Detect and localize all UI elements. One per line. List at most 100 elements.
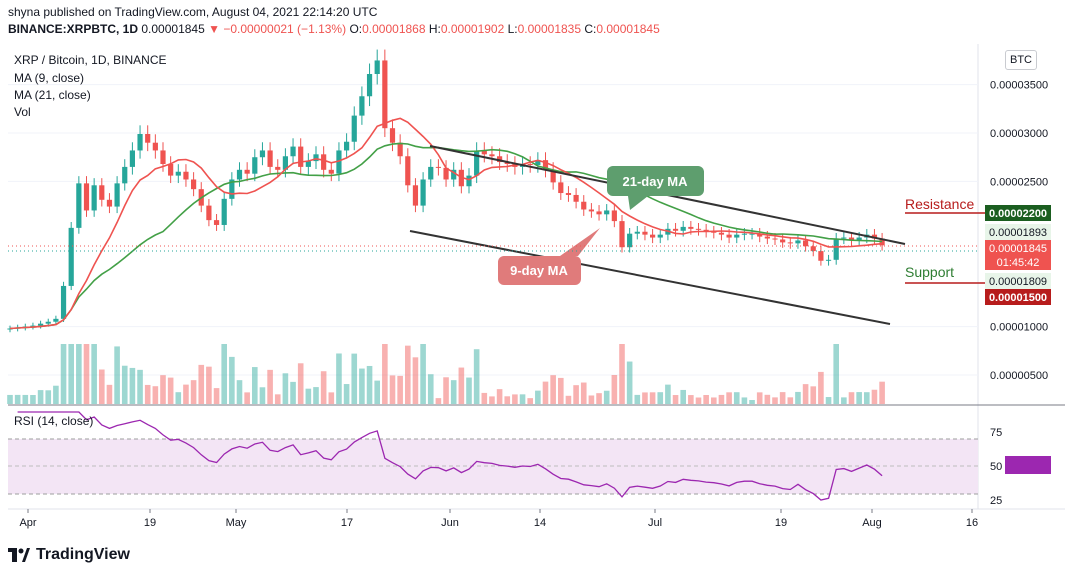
candle-body <box>321 154 327 170</box>
candle-body <box>168 164 174 176</box>
candle-body <box>412 185 419 206</box>
volume-bar <box>458 367 465 404</box>
volume-bar <box>588 395 595 404</box>
candle-body <box>650 234 656 238</box>
time-tick: 17 <box>341 517 353 529</box>
candle-body <box>688 226 694 229</box>
volume-bar <box>466 377 472 404</box>
symbol-ohlc-row: BINANCE:XRPBTC, 1D 0.00001845 ▼ −0.00000… <box>8 22 660 36</box>
time-tick: May <box>226 517 247 529</box>
volume-bar <box>779 392 786 404</box>
volume-bar <box>703 395 709 404</box>
volume-bar <box>30 395 36 404</box>
volume-bar <box>22 394 29 404</box>
volume-bar <box>680 389 686 404</box>
volume-bar <box>405 345 411 404</box>
candle-body <box>83 183 90 211</box>
volume-bar <box>864 392 870 404</box>
price-tick: 0.00003000 <box>990 128 1048 140</box>
candle-body <box>542 160 549 170</box>
volume-bar <box>366 365 373 404</box>
candle-body <box>558 182 564 194</box>
volume-bar <box>695 397 702 404</box>
candle-body <box>137 134 143 151</box>
currency-badge[interactable]: BTC <box>1005 50 1037 70</box>
brand-footer[interactable]: TradingView <box>8 546 130 564</box>
candle-body <box>573 194 579 202</box>
candle-body <box>504 162 510 164</box>
candle-body <box>344 141 350 151</box>
volume-bar <box>236 380 243 404</box>
candle-body <box>53 318 59 322</box>
volume-bar <box>374 380 380 404</box>
candle-body <box>76 183 82 228</box>
volume-bar <box>833 344 839 404</box>
candle-body <box>825 259 832 261</box>
volume-bar <box>558 377 564 404</box>
legend-rsi[interactable]: RSI (14, close) <box>14 414 94 428</box>
candle-body <box>634 231 640 234</box>
price-tick: 0.00001000 <box>990 322 1048 334</box>
volume-bar <box>106 384 113 404</box>
volume-bar <box>83 344 90 404</box>
candle-body <box>711 231 717 233</box>
volume-bar <box>871 389 878 404</box>
support-price-tag: 0.00001500 <box>989 292 1047 304</box>
volume-bar <box>313 387 319 404</box>
candle-body <box>772 238 778 240</box>
volume-bar <box>512 394 518 404</box>
candle-body <box>619 221 625 248</box>
candle-body <box>627 233 633 248</box>
candle-body <box>726 234 732 238</box>
time-tick: Jun <box>441 517 459 529</box>
volume-bar <box>856 392 862 404</box>
volume-bar <box>733 392 740 404</box>
legend-ma21[interactable]: MA (21, close) <box>14 88 91 102</box>
candle-body <box>757 233 763 237</box>
volume-bar <box>121 365 128 404</box>
volume-bar <box>473 349 480 404</box>
volume-bar <box>535 390 541 404</box>
candle-body <box>213 220 220 225</box>
candle-body <box>527 164 533 165</box>
volume-bar <box>167 377 174 404</box>
time-tick: Apr <box>19 517 36 529</box>
volume-bar <box>213 388 220 404</box>
candle-body <box>841 237 847 239</box>
candle-body <box>305 161 311 167</box>
time-axis[interactable]: Apr 19 May 17 Jun 14 Jul 19 Aug 16 <box>19 509 978 529</box>
volume-bar <box>297 363 304 404</box>
volume-bar <box>53 385 59 404</box>
candle-body <box>99 185 105 200</box>
time-tick: Aug <box>862 517 882 529</box>
price-axis[interactable]: 0.00003500 0.00003000 0.00002500 0.00001000… <box>990 80 1048 382</box>
legend-vol[interactable]: Vol <box>14 105 31 119</box>
volume-bar <box>389 375 396 404</box>
volume-bar <box>848 392 855 404</box>
legend-ma9[interactable]: MA (9, close) <box>14 71 85 85</box>
volume-bar <box>382 344 388 404</box>
candle-body <box>550 169 556 183</box>
candle-body <box>879 238 885 246</box>
price-tags: 0.00002200 0.00001893 0.00001845 01:45:4… <box>985 205 1051 305</box>
symbol-label[interactable]: BINANCE:XRPBTC, 1D <box>8 22 139 36</box>
brand-name: TradingView <box>36 546 130 563</box>
volume-bar <box>818 371 824 404</box>
high-value: 0.00001902 <box>440 22 505 36</box>
candle-body <box>175 171 181 176</box>
volume-bar <box>672 395 679 404</box>
volume-bar <box>741 397 748 404</box>
volume-bar <box>756 392 763 404</box>
candle-body <box>45 321 51 324</box>
volume-bar <box>252 367 258 404</box>
volume-bar <box>320 371 327 404</box>
volume-bar <box>841 397 847 404</box>
volume-bar <box>244 392 250 404</box>
volume-bar <box>359 368 365 404</box>
lower-trendline[interactable] <box>409 230 891 325</box>
volume-bar <box>420 344 426 404</box>
volume-bar <box>711 397 717 404</box>
ma9-line <box>9 117 883 330</box>
candle-body <box>497 156 503 163</box>
